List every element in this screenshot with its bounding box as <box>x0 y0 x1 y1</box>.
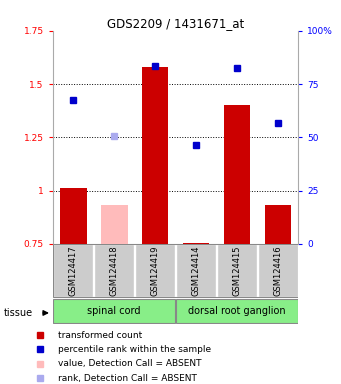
Bar <box>265 205 291 244</box>
Bar <box>142 67 168 244</box>
Text: GSM124414: GSM124414 <box>192 245 201 296</box>
Bar <box>217 244 257 297</box>
Text: transformed count: transformed count <box>58 331 142 340</box>
Text: GSM124416: GSM124416 <box>273 245 282 296</box>
Bar <box>94 244 134 297</box>
Bar <box>60 189 87 244</box>
Bar <box>53 244 93 297</box>
Bar <box>135 244 175 297</box>
Text: GSM124417: GSM124417 <box>69 245 78 296</box>
Bar <box>224 105 250 244</box>
Text: percentile rank within the sample: percentile rank within the sample <box>58 345 211 354</box>
Text: GSM124415: GSM124415 <box>233 245 241 296</box>
Text: GSM124418: GSM124418 <box>110 245 119 296</box>
Text: tissue: tissue <box>3 308 32 318</box>
Text: value, Detection Call = ABSENT: value, Detection Call = ABSENT <box>58 359 202 368</box>
Text: GSM124419: GSM124419 <box>151 245 160 296</box>
Bar <box>176 299 298 323</box>
Text: spinal cord: spinal cord <box>88 306 141 316</box>
Bar <box>176 244 216 297</box>
Text: rank, Detection Call = ABSENT: rank, Detection Call = ABSENT <box>58 374 197 382</box>
Bar <box>183 243 209 244</box>
Bar <box>101 205 128 244</box>
Text: dorsal root ganglion: dorsal root ganglion <box>188 306 286 316</box>
Title: GDS2209 / 1431671_at: GDS2209 / 1431671_at <box>107 17 244 30</box>
Bar <box>258 244 298 297</box>
Bar <box>53 299 175 323</box>
